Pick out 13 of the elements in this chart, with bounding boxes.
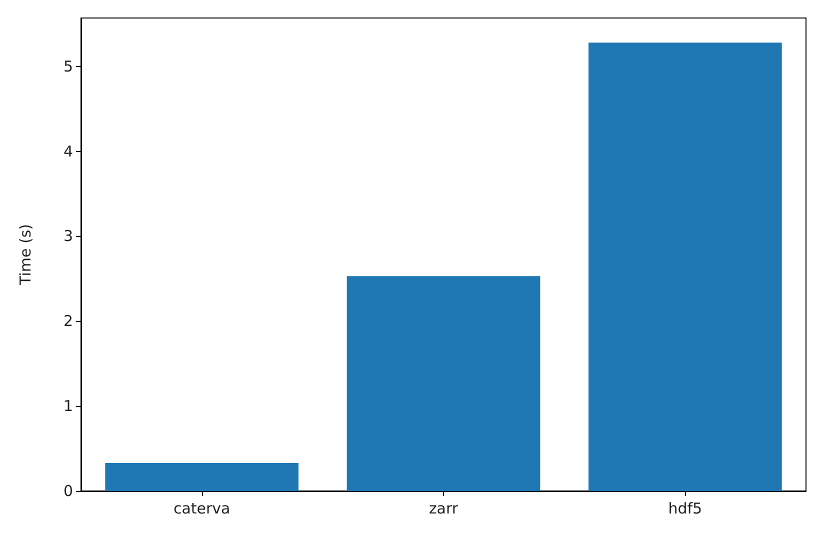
- y-axis-title: Time (s): [16, 224, 34, 286]
- y-tick-label: 3: [63, 227, 73, 246]
- y-tick-label: 1: [63, 397, 73, 416]
- y-tick-label: 2: [63, 312, 73, 330]
- bar: [346, 276, 540, 491]
- bar: [588, 42, 782, 491]
- y-tick-label: 0: [63, 482, 73, 500]
- x-tick-label: zarr: [428, 500, 459, 518]
- bar: [105, 462, 298, 491]
- x-tick-label: hdf5: [668, 500, 702, 518]
- y-tick-label: 5: [63, 57, 73, 76]
- x-tick-label: caterva: [173, 500, 230, 518]
- y-tick-label: 4: [63, 142, 73, 160]
